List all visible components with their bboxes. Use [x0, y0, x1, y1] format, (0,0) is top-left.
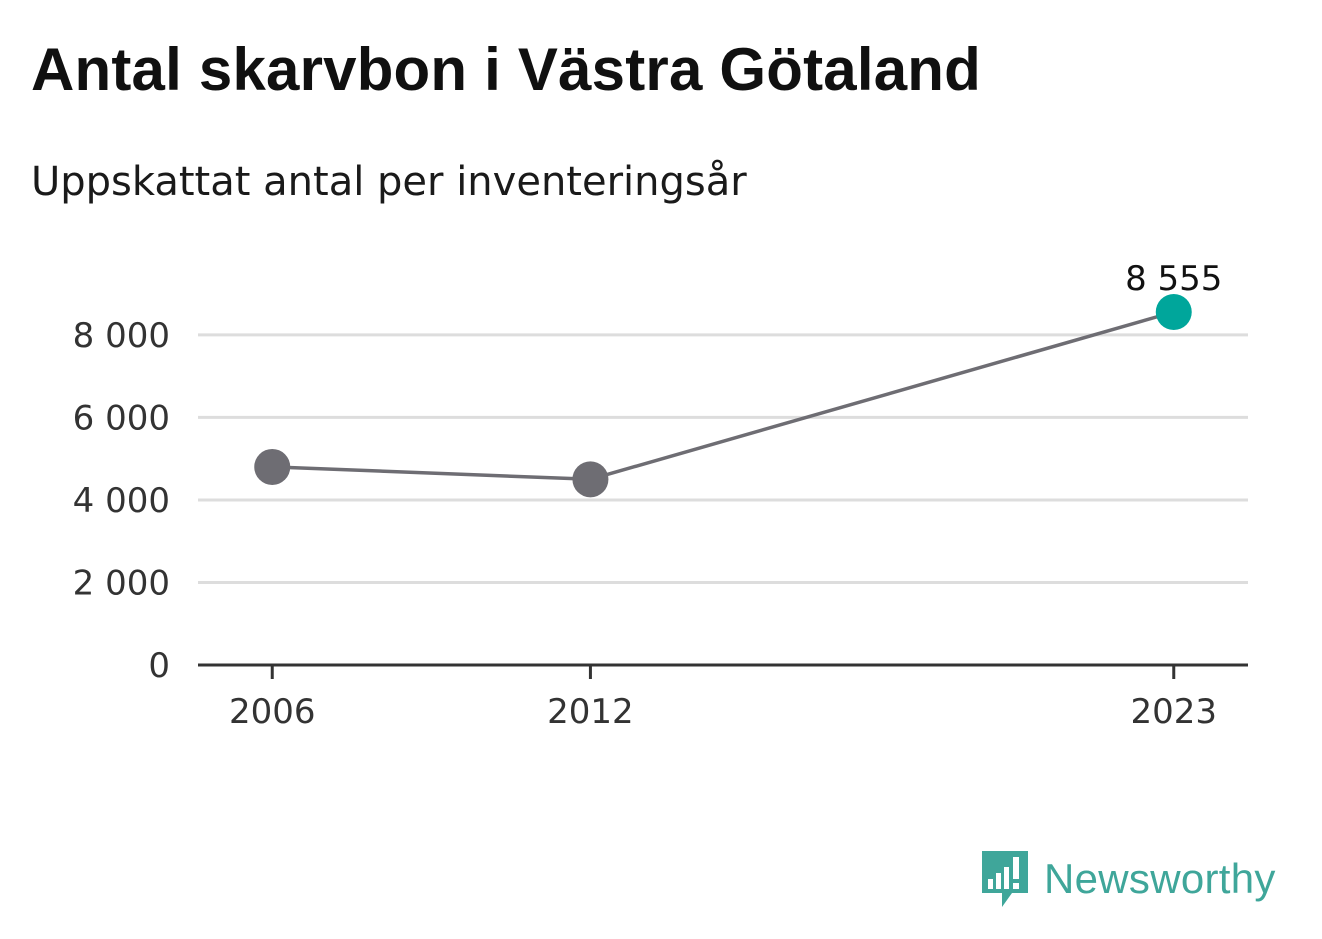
- x-axis: 2006 2012 2023: [198, 663, 1248, 732]
- series-line: [272, 310, 1175, 482]
- data-point: [254, 448, 291, 485]
- data-points: [254, 294, 1192, 498]
- y-tick-label: 4 000: [73, 481, 170, 521]
- x-tick-label: 2023: [1130, 692, 1217, 732]
- y-axis: 0 2 000 4 000 6 000 8 000: [73, 316, 170, 686]
- data-point: [572, 461, 609, 498]
- x-tick-label: 2012: [547, 692, 634, 732]
- data-label: 8 555: [1125, 259, 1222, 299]
- brand-name: Newsworthy: [1044, 855, 1276, 902]
- data-labels: 8 555: [1125, 259, 1222, 299]
- data-point-highlight: [1155, 294, 1192, 330]
- chart-title: Antal skarvbon i Västra Götaland: [31, 36, 981, 103]
- y-tick-label: 8 000: [73, 316, 170, 356]
- x-tick-label: 2006: [229, 692, 316, 732]
- newsworthy-chart-bubble-icon: [982, 851, 1028, 907]
- chart-subtitle: Uppskattat antal per inventeringsår: [31, 159, 747, 205]
- series-line-path: [272, 310, 1175, 482]
- y-tick-label: 2 000: [73, 563, 170, 603]
- newsworthy-logo: Newsworthy: [980, 848, 1276, 910]
- y-tick-label: 6 000: [73, 398, 170, 438]
- gridlines: [198, 333, 1248, 584]
- y-tick-label: 0: [148, 646, 170, 686]
